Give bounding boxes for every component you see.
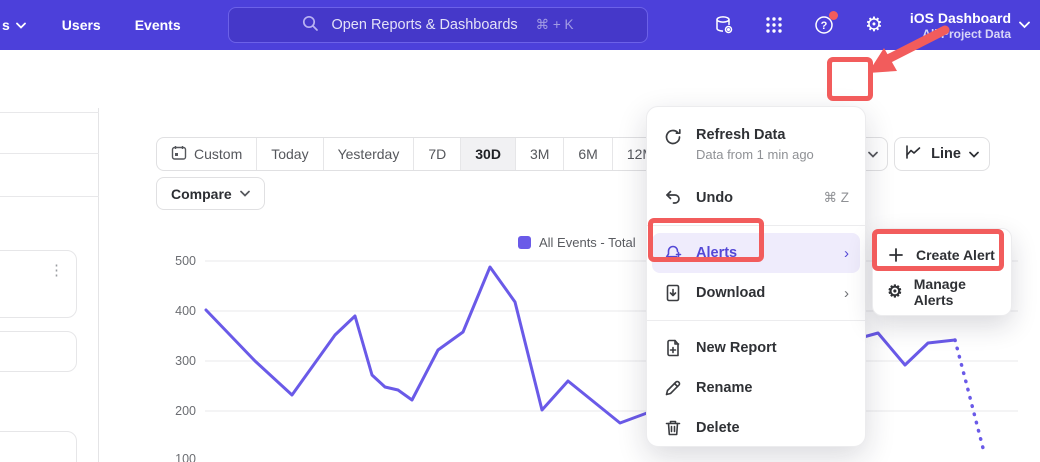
menu-label: Delete xyxy=(696,420,849,436)
query-builder-sidebar: ⋮ xyxy=(0,108,99,462)
pencil-icon xyxy=(663,378,683,398)
calendar-icon xyxy=(171,145,187,164)
submenu-label: Manage Alerts xyxy=(914,276,997,308)
settings-gear-icon[interactable]: ⚙ xyxy=(863,14,885,36)
date-range-custom[interactable]: Custom xyxy=(157,138,257,170)
menu-shortcut: ⌘ Z xyxy=(824,190,850,206)
y-axis-tick: 100 xyxy=(156,452,196,462)
date-range-7d[interactable]: 7D xyxy=(414,138,461,170)
svg-text:?: ? xyxy=(821,20,828,32)
query-card[interactable]: ⋮ xyxy=(0,250,77,318)
nav-icon-group: ? ⚙ xyxy=(713,0,885,50)
search-placeholder: Open Reports & Dashboards xyxy=(331,17,517,33)
menu-label: Rename xyxy=(696,380,849,396)
chart-type-selector[interactable]: Line xyxy=(894,137,990,171)
data-management-icon[interactable] xyxy=(713,14,735,36)
menu-item-rename[interactable]: Rename xyxy=(647,368,865,408)
search-shortcut: ⌘ + K xyxy=(536,17,574,33)
nav-item-users[interactable]: Users xyxy=(62,17,101,33)
submenu-item-manage-alerts[interactable]: ⚙ Manage Alerts xyxy=(873,273,1011,310)
app-window: 500 400 300 200 100 All Events - Total s… xyxy=(0,0,1040,462)
search-input[interactable]: Open Reports & Dashboards ⌘ + K xyxy=(228,7,648,43)
nav-item-events[interactable]: Events xyxy=(135,17,181,33)
submenu-label: Create Alert xyxy=(916,247,995,263)
undo-icon xyxy=(663,188,683,208)
project-selector[interactable]: iOS Dashboard All Project Data xyxy=(910,0,1030,50)
top-navigation-bar: s Users Events Open Reports & Dashboards… xyxy=(0,0,1040,50)
menu-divider xyxy=(647,320,865,321)
new-report-icon xyxy=(663,338,683,358)
alerts-submenu: Create Alert ⚙ Manage Alerts xyxy=(872,228,1012,316)
help-icon[interactable]: ? xyxy=(813,14,835,36)
y-axis-tick: 300 xyxy=(156,354,196,368)
plus-icon xyxy=(887,246,905,264)
menu-sublabel: Data from 1 min ago xyxy=(696,147,814,162)
alert-bell-icon xyxy=(663,243,683,263)
menu-item-new-report[interactable]: New Report xyxy=(647,328,865,368)
chevron-down-icon xyxy=(1019,21,1030,29)
chevron-down-icon xyxy=(240,190,250,197)
menu-divider xyxy=(647,225,865,226)
date-range-30d-selected[interactable]: 30D xyxy=(461,138,516,170)
report-header xyxy=(0,50,1040,108)
menu-label: Refresh Data xyxy=(696,127,814,143)
legend-label: All Events - Total xyxy=(539,235,636,250)
legend-swatch xyxy=(518,236,531,249)
query-card[interactable] xyxy=(0,331,77,372)
menu-item-delete[interactable]: Delete xyxy=(647,408,865,448)
kebab-menu-icon[interactable]: ⋮ xyxy=(49,261,64,279)
line-chart-icon xyxy=(905,144,923,164)
menu-label: Undo xyxy=(696,190,811,206)
menu-item-undo[interactable]: Undo ⌘ Z xyxy=(647,178,865,218)
date-range-control: Custom Today Yesterday 7D 30D 3M 6M 12M xyxy=(156,137,669,171)
refresh-icon xyxy=(663,127,683,147)
y-axis-tick: 500 xyxy=(156,254,196,268)
y-axis-tick: 200 xyxy=(156,404,196,418)
chart-line-dotted xyxy=(955,340,984,452)
menu-label: Download xyxy=(696,285,831,301)
date-range-6m[interactable]: 6M xyxy=(564,138,612,170)
notification-dot xyxy=(829,11,838,20)
date-range-today[interactable]: Today xyxy=(257,138,323,170)
sidebar-divider xyxy=(0,112,99,113)
submenu-arrow-icon: › xyxy=(844,285,849,302)
menu-item-refresh-data[interactable]: Refresh Data Data from 1 min ago xyxy=(647,115,865,170)
date-range-3m[interactable]: 3M xyxy=(516,138,564,170)
report-options-menu: Refresh Data Data from 1 min ago Undo ⌘ … xyxy=(646,106,866,447)
chart-legend: All Events - Total xyxy=(518,235,636,250)
nav-item-truncated[interactable]: s xyxy=(2,17,26,33)
search-icon xyxy=(302,15,319,36)
menu-label: New Report xyxy=(696,340,849,356)
project-name: iOS Dashboard xyxy=(910,10,1011,26)
y-axis-tick: 400 xyxy=(156,304,196,318)
menu-item-alerts[interactable]: Alerts › xyxy=(652,233,860,273)
chevron-down-icon xyxy=(969,151,979,158)
sidebar-divider xyxy=(0,196,99,197)
query-card[interactable] xyxy=(0,431,77,462)
trash-icon xyxy=(663,418,683,438)
compare-button[interactable]: Compare xyxy=(156,177,265,210)
sidebar-divider xyxy=(0,153,99,154)
submenu-item-create-alert[interactable]: Create Alert xyxy=(873,236,1011,273)
download-icon xyxy=(663,283,683,303)
project-scope: All Project Data xyxy=(910,27,1011,41)
menu-label: Alerts xyxy=(696,245,831,261)
chevron-down-icon xyxy=(16,22,26,29)
menu-item-download[interactable]: Download › xyxy=(647,273,865,313)
apps-grid-icon[interactable] xyxy=(763,14,785,36)
gear-icon: ⚙ xyxy=(887,283,903,301)
date-range-yesterday[interactable]: Yesterday xyxy=(324,138,415,170)
submenu-arrow-icon: › xyxy=(844,245,849,262)
chevron-down-icon xyxy=(868,151,878,158)
